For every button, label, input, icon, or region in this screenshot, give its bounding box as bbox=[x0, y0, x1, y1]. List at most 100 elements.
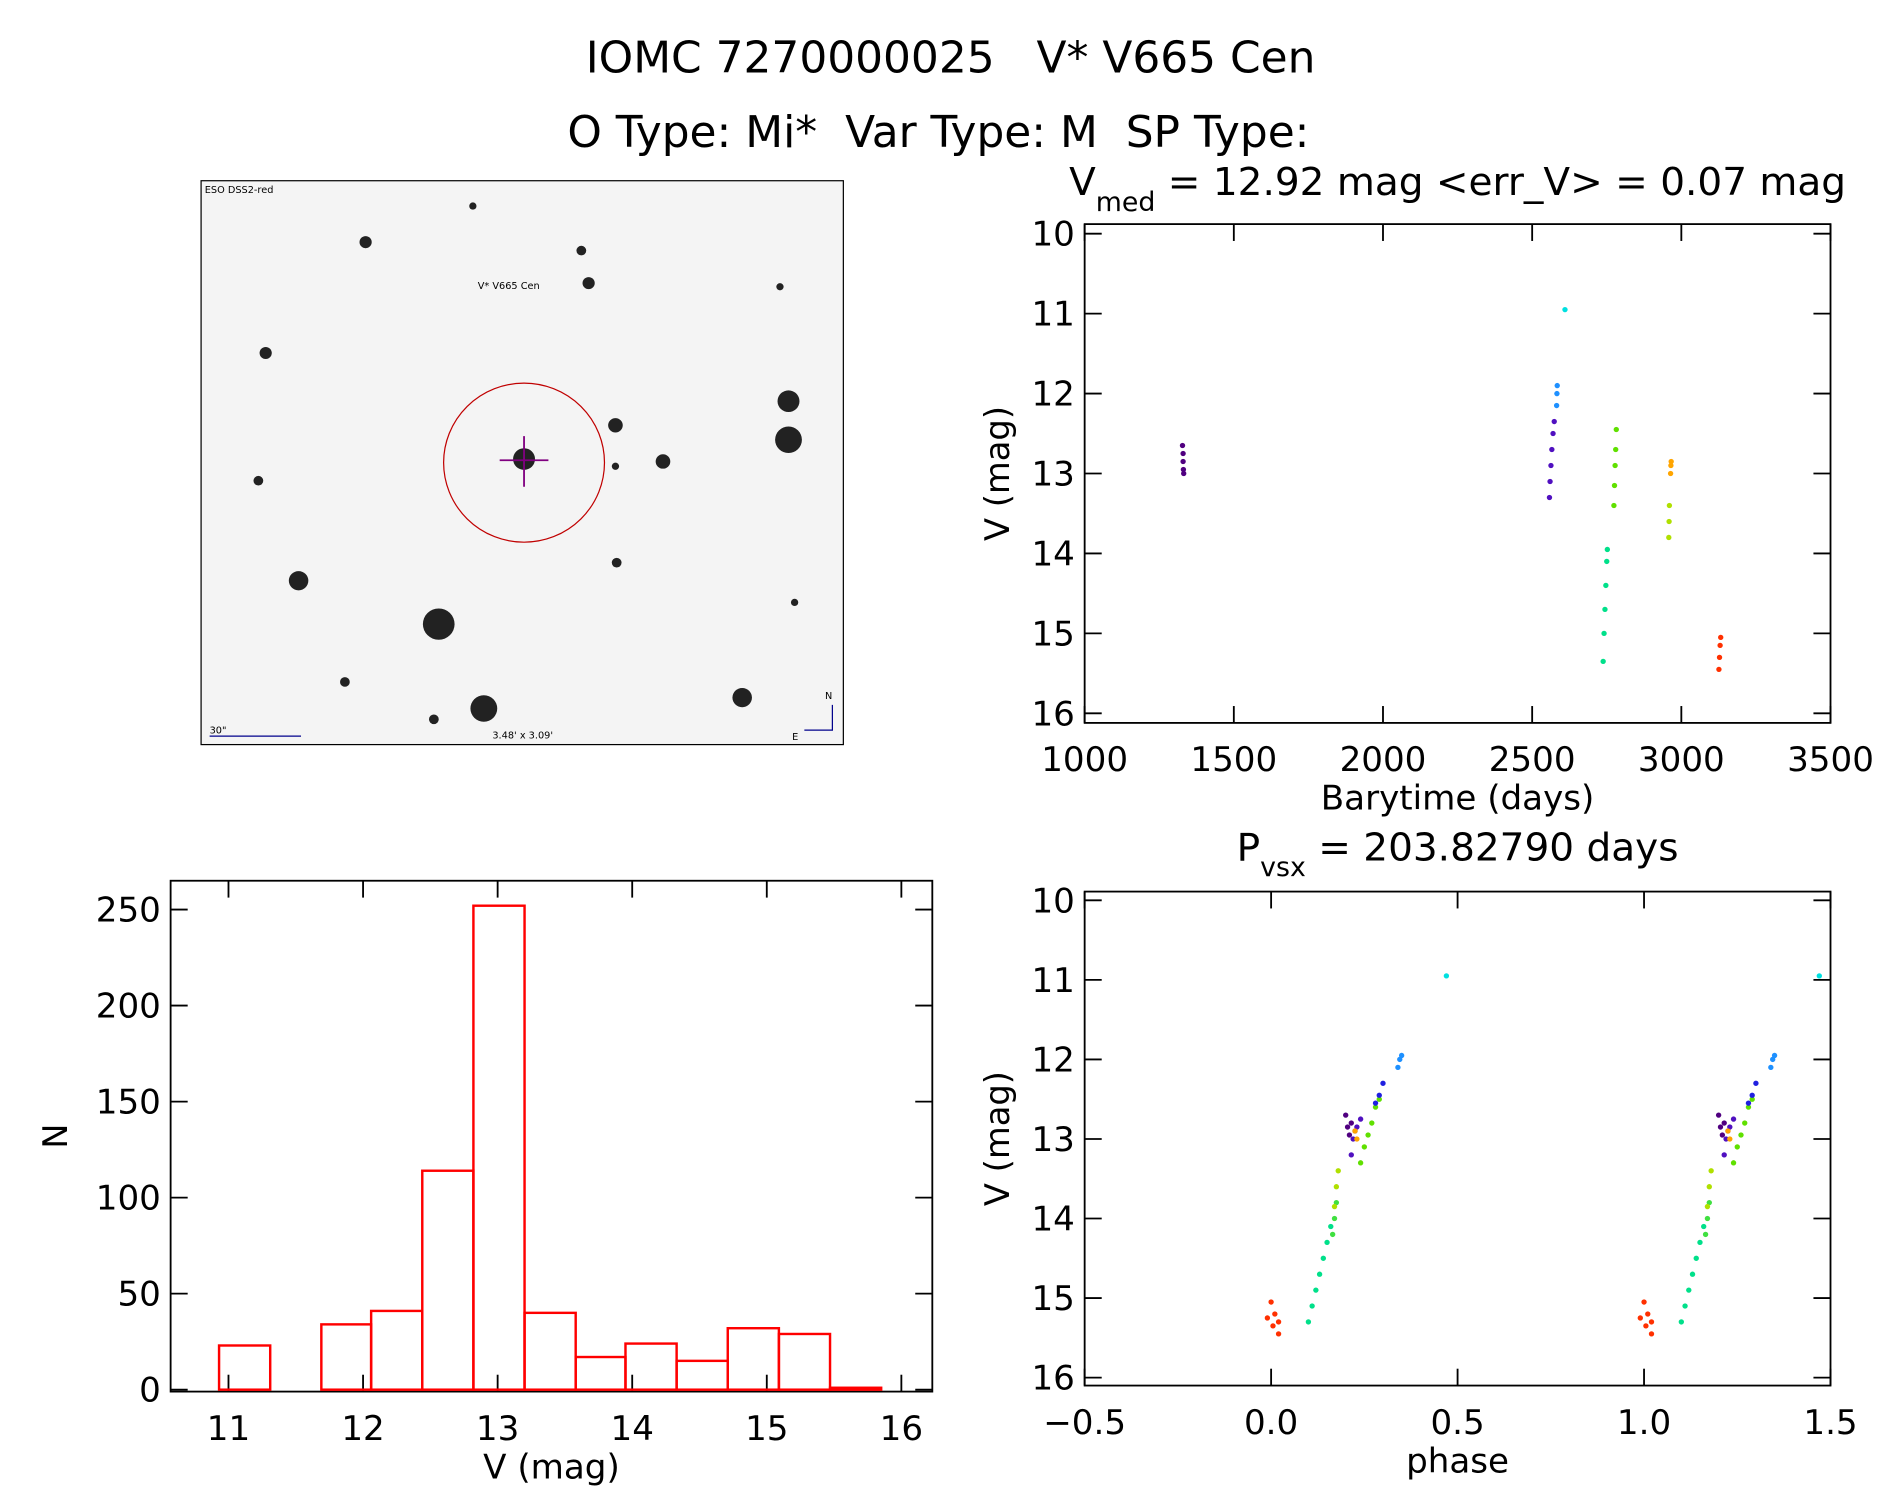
data-point bbox=[1604, 546, 1611, 553]
data-point bbox=[1376, 1092, 1382, 1098]
data-point bbox=[1701, 1223, 1707, 1230]
title-part: = 203.82790 days bbox=[1306, 825, 1679, 870]
x-tick-label: 16 bbox=[880, 1410, 923, 1449]
data-point bbox=[1335, 1168, 1341, 1174]
data-point bbox=[1742, 1120, 1748, 1126]
data-point bbox=[1666, 534, 1672, 541]
y-tick-label: 0 bbox=[139, 1372, 161, 1411]
y-tick-label: 100 bbox=[96, 1180, 161, 1219]
data-point bbox=[1641, 1299, 1647, 1305]
title-part: vsx bbox=[1260, 852, 1306, 883]
data-point bbox=[1180, 466, 1187, 473]
data-point bbox=[1668, 462, 1674, 469]
x-tick-label: 11 bbox=[207, 1410, 250, 1449]
data-point bbox=[1730, 1116, 1737, 1122]
data-point bbox=[1331, 1215, 1338, 1222]
data-point bbox=[1738, 1132, 1744, 1138]
data-point bbox=[1348, 1120, 1354, 1126]
data-point bbox=[1734, 1144, 1740, 1150]
data-point bbox=[1771, 1052, 1778, 1059]
x-tick-label: 1500 bbox=[1190, 741, 1277, 780]
data-point bbox=[1443, 973, 1450, 979]
data-point bbox=[1333, 1184, 1340, 1190]
x-tick-label: 14 bbox=[611, 1410, 654, 1449]
y-axis-label: N bbox=[37, 1124, 76, 1149]
data-point bbox=[1550, 430, 1556, 437]
data-point bbox=[1689, 1271, 1696, 1277]
plot-frame bbox=[1083, 890, 1832, 1387]
histogram-bar bbox=[217, 1344, 272, 1391]
data-point bbox=[1678, 1319, 1685, 1325]
data-point bbox=[1548, 462, 1554, 469]
plot-frame bbox=[1083, 223, 1832, 724]
data-point bbox=[1611, 482, 1618, 489]
x-tick-label: 1.0 bbox=[1617, 1404, 1671, 1443]
x-tick-label: 1000 bbox=[1041, 741, 1128, 780]
x-tick-label: 3500 bbox=[1787, 741, 1874, 780]
data-point bbox=[1180, 450, 1186, 457]
histogram-bar bbox=[777, 1332, 832, 1391]
histogram-bar bbox=[726, 1327, 781, 1391]
data-point bbox=[1380, 1080, 1386, 1086]
data-point bbox=[1313, 1287, 1319, 1293]
data-point bbox=[1395, 1064, 1401, 1071]
data-point bbox=[1648, 1331, 1655, 1337]
data-point bbox=[1264, 1315, 1271, 1321]
data-point bbox=[1612, 462, 1618, 469]
data-point bbox=[1611, 502, 1617, 509]
data-point bbox=[1361, 1144, 1368, 1150]
compass bbox=[804, 704, 833, 731]
data-point bbox=[1704, 1203, 1711, 1210]
data-point bbox=[1749, 1096, 1755, 1102]
data-point bbox=[1721, 1152, 1727, 1158]
data-point bbox=[1398, 1052, 1405, 1059]
data-point bbox=[1554, 390, 1560, 397]
aperture bbox=[443, 382, 606, 543]
data-point bbox=[1723, 1136, 1729, 1142]
data-point bbox=[1328, 1223, 1334, 1230]
x-tick-label: 0.5 bbox=[1430, 1404, 1484, 1443]
data-point bbox=[1551, 418, 1557, 425]
data-point bbox=[1770, 1056, 1776, 1063]
data-point bbox=[1270, 1323, 1276, 1329]
data-point bbox=[1275, 1319, 1282, 1325]
y-tick-label: 14 bbox=[1031, 536, 1074, 575]
data-point bbox=[1666, 502, 1673, 509]
data-point bbox=[1554, 382, 1560, 389]
data-point bbox=[1372, 1100, 1379, 1106]
y-tick-label: 250 bbox=[96, 892, 161, 931]
data-point bbox=[1547, 478, 1553, 485]
data-point bbox=[1602, 606, 1608, 613]
data-point bbox=[1719, 1132, 1726, 1138]
chart-panel: 1000 1500 2000 2500 3000 3500 10 11 12 13 14 15 16 Ba… bbox=[979, 160, 1874, 818]
crosshair bbox=[499, 436, 549, 487]
data-point bbox=[1727, 1124, 1733, 1130]
y-axis-label: V (mag) bbox=[979, 1071, 1018, 1206]
image-label: V* V665 Cen bbox=[478, 281, 540, 292]
y-tick-label: 12 bbox=[1031, 376, 1074, 415]
data-point bbox=[1562, 306, 1568, 313]
histogram-bar bbox=[369, 1309, 424, 1391]
data-point bbox=[1686, 1287, 1692, 1293]
data-point bbox=[1645, 1311, 1651, 1317]
data-point bbox=[1716, 654, 1723, 661]
histogram-bar bbox=[675, 1359, 729, 1391]
y-tick-label: 11 bbox=[1031, 962, 1074, 1001]
histogram-bar bbox=[472, 904, 526, 1391]
chart-panel: 11 12 13 14 15 16 0 50 100 150 200 250 V (mag) N bbox=[37, 879, 934, 1487]
page-subtitle: O Type: Mi* Var Type: M SP Type: bbox=[567, 108, 1309, 158]
data-point bbox=[1546, 494, 1553, 501]
data-point bbox=[1603, 582, 1609, 589]
data-point bbox=[1697, 1239, 1703, 1246]
data-point bbox=[1753, 1080, 1759, 1086]
data-point bbox=[1348, 1152, 1354, 1158]
y-tick-label: 15 bbox=[1031, 1280, 1074, 1319]
x-tick-label: 2500 bbox=[1489, 741, 1576, 780]
data-point bbox=[1397, 1056, 1403, 1063]
y-axis-label: V (mag) bbox=[979, 406, 1018, 541]
y-tick-label: 16 bbox=[1031, 696, 1074, 735]
data-point bbox=[1693, 1255, 1699, 1261]
image-label: ESO DSS2-red bbox=[205, 185, 274, 196]
y-tick-label: 10 bbox=[1031, 883, 1074, 922]
plot-frame bbox=[169, 879, 934, 1393]
